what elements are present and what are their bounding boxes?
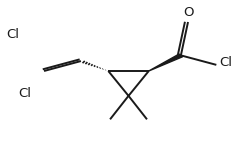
Text: O: O <box>183 6 194 19</box>
Text: Cl: Cl <box>219 56 232 69</box>
Polygon shape <box>149 54 183 71</box>
Text: Cl: Cl <box>18 87 31 100</box>
Text: Cl: Cl <box>7 28 20 41</box>
